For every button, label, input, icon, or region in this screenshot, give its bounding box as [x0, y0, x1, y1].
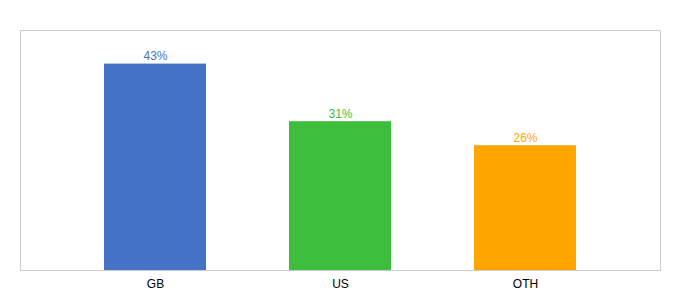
svg-text:43%: 43%	[143, 49, 167, 63]
svg-text:US: US	[332, 277, 349, 291]
svg-text:26%: 26%	[513, 131, 537, 145]
svg-text:OTH: OTH	[513, 277, 538, 291]
svg-text:31%: 31%	[328, 107, 352, 121]
svg-text:GB: GB	[147, 277, 164, 291]
